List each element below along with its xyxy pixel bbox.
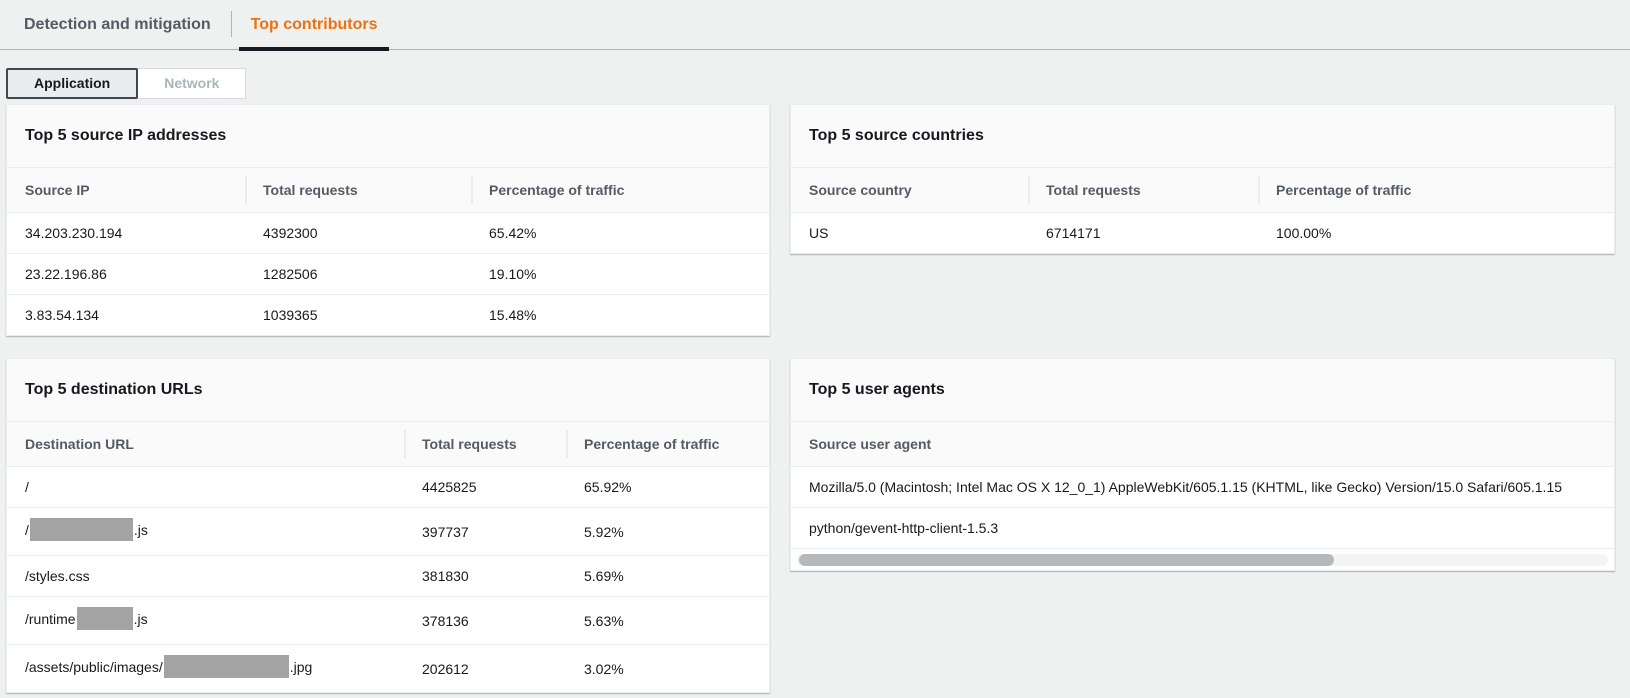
table-row: / 4425825 65.92%: [7, 466, 769, 508]
redacted-text: [29, 518, 133, 541]
percentage-cell: 65.42%: [471, 212, 769, 254]
total-requests-cell: 4425825: [404, 466, 566, 508]
table-header-row: Source IP Total requests Percentage of t…: [7, 168, 769, 213]
total-requests-cell: 202612: [422, 660, 469, 677]
application-toggle-button[interactable]: Application: [6, 68, 139, 99]
table-row: /styles.css 381830 5.69%: [7, 555, 769, 597]
table-row: /assets/public/images/ .jpg 202612 3.02%: [7, 645, 769, 693]
table-header-row: Source country Total requests Percentage…: [791, 168, 1614, 213]
table-row: US 6714171 100.00%: [791, 213, 1614, 254]
table-row: / .js 397737 5.92%: [7, 507, 769, 556]
source-ip-cell: 3.83.54.134: [25, 307, 99, 323]
user-agents-table: Source user agent Mozilla/5.0 (Macintosh…: [791, 422, 1614, 549]
url-text: /: [25, 479, 29, 495]
percentage-cell: 5.92%: [566, 507, 769, 556]
table-row: python/gevent-http-client-1.5.3: [791, 507, 1614, 549]
url-text: /styles.css: [25, 568, 90, 584]
panel-source-countries: Top 5 source countries Source country To…: [790, 104, 1615, 254]
table-header-row: Source user agent: [791, 422, 1614, 467]
panel-source-ips-header: Top 5 source IP addresses: [7, 105, 769, 168]
panel-destination-urls: Top 5 destination URLs Destination URL T…: [6, 358, 770, 693]
url-text: /assets/public/images/: [25, 659, 163, 676]
column-header-source-ip: Source IP: [7, 168, 245, 213]
source-countries-table: Source country Total requests Percentage…: [791, 168, 1614, 253]
tab-detection-and-mitigation[interactable]: Detection and mitigation: [4, 0, 231, 49]
percentage-cell: 3.02%: [584, 660, 624, 677]
destination-urls-table: Destination URL Total requests Percentag…: [7, 422, 769, 692]
panel-title: Top 5 source countries: [809, 127, 984, 144]
panel-source-countries-header: Top 5 source countries: [791, 105, 1614, 168]
top-contributors-content: Top 5 source IP addresses Source IP Tota…: [6, 104, 1615, 693]
destination-url-cell: /styles.css: [7, 555, 404, 597]
panel-source-ips: Top 5 source IP addresses Source IP Tota…: [6, 104, 770, 336]
user-agent-cell: Mozilla/5.0 (Macintosh; Intel Mac OS X 1…: [791, 466, 1614, 508]
table-row: 3.83.54.134 1039365 15.48%: [7, 295, 769, 336]
url-text: /: [25, 522, 29, 539]
percentage-cell: 15.48%: [489, 307, 537, 323]
destination-url-cell: /assets/public/images/ .jpg: [7, 645, 404, 693]
total-requests-cell: 1039365: [263, 307, 318, 323]
source-ip-cell: 34.203.230.194: [7, 212, 245, 254]
total-requests-cell: 397737: [404, 507, 566, 556]
panel-title: Top 5 user agents: [809, 381, 945, 398]
tab-bar: Detection and mitigation Top contributor…: [0, 0, 1630, 51]
redacted-text: [76, 607, 133, 630]
panel-title: Top 5 destination URLs: [25, 381, 203, 398]
url-text: .js: [133, 611, 148, 628]
source-ips-table: Source IP Total requests Percentage of t…: [7, 168, 769, 335]
horizontal-scrollbar-thumb[interactable]: [799, 554, 1335, 566]
url-text: /runtime: [25, 611, 76, 628]
panel-destination-urls-header: Top 5 destination URLs: [7, 359, 769, 422]
percentage-cell: 5.69%: [566, 555, 769, 597]
percentage-cell: 100.00%: [1276, 225, 1332, 241]
tab-top-contributors[interactable]: Top contributors: [230, 0, 398, 51]
percentage-cell: 19.10%: [471, 253, 769, 295]
total-requests-cell: 381830: [404, 555, 566, 597]
table-row: Mozilla/5.0 (Macintosh; Intel Mac OS X 1…: [791, 466, 1614, 508]
column-header-total-requests: Total requests: [1028, 168, 1258, 213]
column-header-source-country: Source country: [791, 168, 1028, 213]
url-text: .js: [133, 522, 148, 539]
percentage-cell: 65.92%: [566, 466, 769, 508]
column-header-source-user-agent: Source user agent: [791, 422, 1614, 467]
source-country-cell: US: [809, 225, 829, 241]
tab-label: Detection and mitigation: [24, 15, 211, 33]
column-header-percentage: Percentage of traffic: [471, 168, 769, 213]
total-requests-cell: 378136: [404, 596, 566, 645]
column-header-total-requests: Total requests: [245, 168, 471, 213]
redacted-text: [163, 655, 289, 678]
table-header-row: Destination URL Total requests Percentag…: [7, 422, 769, 467]
panel-title: Top 5 source IP addresses: [25, 127, 227, 144]
destination-url-cell: / .js: [7, 507, 404, 556]
tab-label: Top contributors: [250, 15, 378, 33]
network-toggle-button[interactable]: Network: [137, 68, 247, 99]
user-agent-cell: python/gevent-http-client-1.5.3: [791, 507, 1614, 549]
column-header-percentage: Percentage of traffic: [566, 422, 769, 467]
panel-user-agents: Top 5 user agents Source user agent Mozi…: [790, 358, 1615, 571]
total-requests-cell: 4392300: [245, 212, 471, 254]
column-header-destination-url: Destination URL: [7, 422, 404, 467]
table-row: 34.203.230.194 4392300 65.42%: [7, 212, 769, 254]
destination-url-cell: /runtime .js: [7, 596, 404, 645]
table-row: 23.22.196.86 1282506 19.10%: [7, 253, 769, 295]
column-header-percentage: Percentage of traffic: [1258, 168, 1614, 213]
url-text: .jpg: [289, 659, 313, 676]
view-toggle-group: Application Network: [6, 68, 1615, 99]
destination-url-cell: /: [7, 466, 404, 508]
source-ip-cell: 23.22.196.86: [7, 253, 245, 295]
total-requests-cell: 6714171: [1046, 225, 1101, 241]
total-requests-cell: 1282506: [245, 253, 471, 295]
column-header-total-requests: Total requests: [404, 422, 566, 467]
panel-user-agents-header: Top 5 user agents: [791, 359, 1614, 422]
percentage-cell: 5.63%: [566, 596, 769, 645]
table-row: /runtime .js 378136 5.63%: [7, 596, 769, 645]
horizontal-scrollbar-track[interactable]: [797, 554, 1608, 566]
